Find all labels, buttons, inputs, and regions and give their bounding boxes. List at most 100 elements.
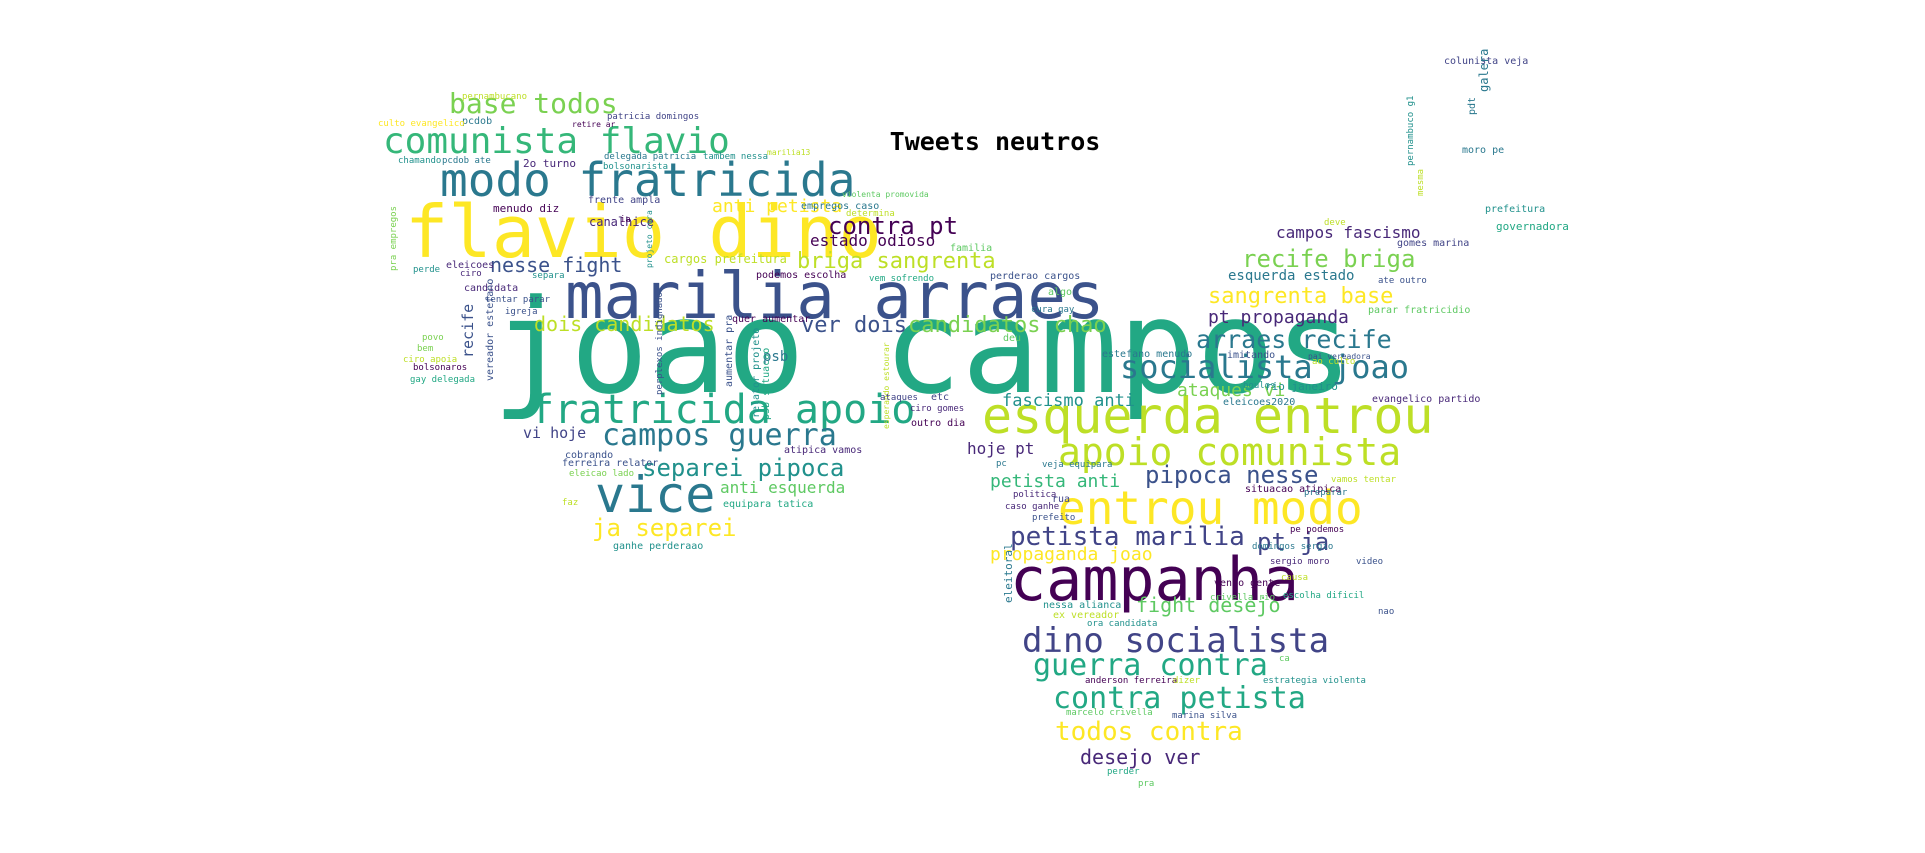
cloud-word: pernambucano xyxy=(462,92,527,102)
cloud-word: arraes recife xyxy=(1196,325,1392,354)
cloud-word: ja separei xyxy=(592,514,737,542)
cloud-word: cura gay xyxy=(1031,305,1075,315)
cloud-word: imitando xyxy=(1227,350,1275,361)
cloud-word: frente ampla xyxy=(588,195,660,206)
cloud-word: escolha dificil xyxy=(1283,591,1364,601)
cloud-word: campanha xyxy=(1010,545,1299,615)
cloud-word: rio janeiro xyxy=(1265,380,1338,393)
cloud-word: briga sangrenta xyxy=(797,249,996,274)
cloud-word: dois candidatos xyxy=(534,312,715,336)
cloud-word: hoje pt xyxy=(967,439,1034,458)
cloud-word: todos contra xyxy=(1055,717,1243,747)
cloud-word: prefeitura xyxy=(1485,204,1545,215)
cloud-word: modo fratricida xyxy=(440,153,855,207)
cloud-word: entrou modo xyxy=(1058,481,1363,535)
cloud-word: quer aumentar xyxy=(732,314,810,325)
cloud-word: separa xyxy=(532,271,565,281)
cloud-word: empregos caso xyxy=(801,201,879,212)
cloud-word: retire ar xyxy=(572,120,616,129)
cloud-word: veja equipara xyxy=(1042,460,1112,470)
cloud-word: outro dia xyxy=(911,418,965,429)
cloud-word: ver dois xyxy=(801,313,907,338)
cloud-word: familia xyxy=(950,243,992,254)
cloud-word: podemos escolha xyxy=(756,270,846,281)
cloud-word: pt ja xyxy=(1257,528,1329,556)
cloud-word: gay delegada xyxy=(410,375,475,385)
cloud-word: 2o turno xyxy=(523,157,576,170)
cloud-word: marilia arraes xyxy=(565,260,1104,334)
cloud-word: esquerda entrou xyxy=(982,387,1434,445)
cloud-word: crivella rio xyxy=(1210,593,1275,603)
cloud-word: pai vereadora xyxy=(1308,352,1371,361)
cloud-word: faz xyxy=(562,498,578,508)
cloud-word: separei pipoca xyxy=(642,454,844,482)
cloud-word: esperando estourar xyxy=(882,342,891,429)
cloud-word: pcdob ate xyxy=(442,156,491,166)
cloud-word: esquerda estado xyxy=(1228,268,1354,284)
cloud-word: pra xyxy=(1138,779,1154,789)
cloud-word: apoio comunista xyxy=(1058,430,1401,474)
cloud-word: pe podemos xyxy=(1290,525,1344,535)
cloud-word: violenta promovida xyxy=(842,190,929,199)
cloud-word: situacao atipica xyxy=(1245,484,1341,495)
cloud-word: ciro apoia xyxy=(403,355,457,365)
cloud-word: atipica vamos xyxy=(784,445,862,456)
cloud-word: fight desejo xyxy=(1136,593,1281,617)
cloud-word: governadora xyxy=(1496,220,1569,233)
cloud-word: perde xyxy=(413,265,440,275)
cloud-word: vi hoje xyxy=(523,424,586,442)
cloud-word: fascismo anti xyxy=(1002,391,1135,411)
cloud-word: propaganda joao xyxy=(990,544,1153,565)
cloud-word: petista anti xyxy=(990,471,1120,492)
cloud-word: tambem nessa xyxy=(703,152,768,162)
cloud-word: igreja xyxy=(505,307,538,317)
cloud-word: comunista flavio xyxy=(383,121,730,162)
cloud-word: vamos tentar xyxy=(1331,475,1397,485)
cloud-word: guerra contra xyxy=(1033,648,1268,683)
cloud-word: ferreira relator xyxy=(562,458,658,469)
cloud-word: preparar xyxy=(1304,488,1348,498)
cloud-word: socialista joao xyxy=(1120,348,1409,386)
cloud-word: joao campos xyxy=(492,271,1353,423)
cloud-word: canalhice xyxy=(589,215,654,229)
cloud-word: chamando xyxy=(398,156,441,166)
cloud-word: rua xyxy=(1052,494,1070,505)
cloud-word: galera xyxy=(1477,49,1491,92)
cloud-word: candidatos chao xyxy=(908,313,1107,338)
cloud-word: cargos prefeitura xyxy=(664,252,787,266)
cloud-word: causa xyxy=(1281,573,1308,583)
cloud-word: recife briga xyxy=(1242,245,1415,273)
cloud-word: ataques vi xyxy=(1177,380,1285,401)
cloud-word: pt propaganda xyxy=(1208,307,1349,328)
cloud-word: evangelico partido xyxy=(1372,394,1480,405)
cloud-word: video xyxy=(1356,557,1383,567)
cloud-word: perplexos indignados xyxy=(655,287,665,395)
cloud-word: pcdob xyxy=(462,116,492,127)
cloud-word: deve xyxy=(1324,218,1346,228)
cloud-word: moro pe xyxy=(1462,145,1504,156)
cloud-word: parar fratricidio xyxy=(1368,305,1470,316)
cloud-word: ex vereador xyxy=(1053,610,1119,621)
cloud-word: pc xyxy=(996,459,1007,469)
cloud-word: vereador estefano xyxy=(485,279,496,381)
cloud-word: psb xyxy=(763,349,788,365)
cloud-word: desejo ver xyxy=(1080,745,1200,769)
cloud-word: ciro xyxy=(460,269,482,279)
cloud-word: estefano menudo xyxy=(1102,349,1192,360)
cloud-word: mesma xyxy=(1416,169,1426,196)
cloud-word: pipoca nesse xyxy=(1145,461,1318,489)
cloud-word: eleicoes2020 xyxy=(1223,397,1295,408)
cloud-word: ataques xyxy=(880,393,918,403)
cloud-word: ca xyxy=(1279,654,1290,664)
cloud-word: patricia domingos xyxy=(607,112,699,122)
cloud-word: dizer xyxy=(1173,676,1201,686)
cloud-word: prefeito xyxy=(1032,513,1075,523)
cloud-word: contra petista xyxy=(1053,681,1306,716)
cloud-word: sangrenta base xyxy=(1208,284,1393,309)
cloud-word: eleitoral xyxy=(1002,543,1015,603)
cloud-title: Tweets neutros xyxy=(890,127,1101,156)
cloud-word: boulos xyxy=(1243,381,1276,391)
cloud-word: perder xyxy=(1107,767,1140,777)
